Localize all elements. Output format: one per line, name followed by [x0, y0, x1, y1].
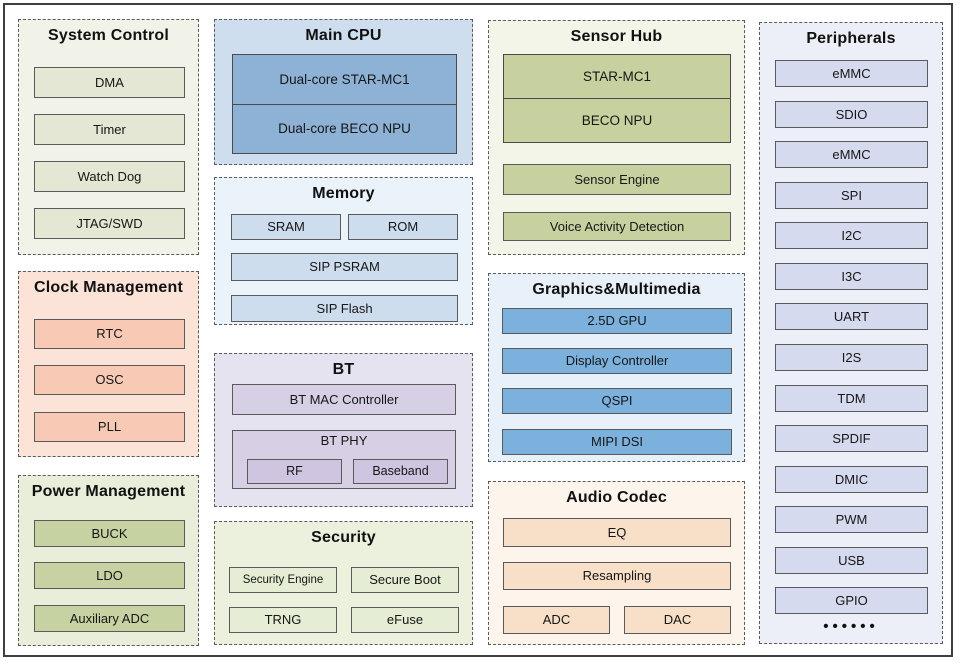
- block-sip-psram: SIP PSRAM: [231, 253, 458, 281]
- panel-system-control: System Control DMA Timer Watch Dog JTAG/…: [18, 19, 199, 255]
- block-i2c: I2C: [775, 222, 928, 249]
- peripherals-ellipsis: ••••••: [823, 618, 879, 635]
- panel-title-clock-management: Clock Management: [33, 279, 183, 296]
- block-watch-dog: Watch Dog: [34, 161, 185, 192]
- block-star-mc1: STAR-MC1: [504, 55, 730, 99]
- panel-security: Security Security Engine Secure Boot TRN…: [214, 521, 473, 645]
- panel-memory: Memory SRAM ROM SIP PSRAM SIP Flash: [214, 177, 473, 325]
- block-osc: OSC: [34, 365, 185, 395]
- block-spi: SPI: [775, 182, 928, 209]
- block-jtag-swd: JTAG/SWD: [34, 208, 185, 239]
- panel-power-management: Power Management BUCK LDO Auxiliary ADC: [18, 475, 199, 646]
- block-display-controller: Display Controller: [502, 348, 732, 374]
- panel-title-audio-codec: Audio Codec: [566, 489, 667, 506]
- block-bt-phy: BT PHY RF Baseband: [232, 430, 456, 489]
- block-efuse: eFuse: [351, 607, 459, 633]
- block-usb: USB: [775, 547, 928, 574]
- bt-phy-label: BT PHY: [320, 433, 368, 448]
- block-sdio: SDIO: [775, 101, 928, 128]
- block-dma: DMA: [34, 67, 185, 98]
- panel-main-cpu: Main CPU Dual-core STAR-MC1 Dual-core BE…: [214, 19, 473, 165]
- block-sensor-engine: Sensor Engine: [503, 164, 731, 195]
- block-eq: EQ: [503, 518, 731, 547]
- panel-sensor-hub: Sensor Hub STAR-MC1 BECO NPU Sensor Engi…: [488, 20, 745, 255]
- panel-title-security: Security: [311, 529, 376, 546]
- panel-clock-management: Clock Management RTC OSC PLL: [18, 271, 199, 457]
- panel-title-system-control: System Control: [47, 27, 170, 44]
- block-resampling: Resampling: [503, 562, 731, 590]
- block-dmic: DMIC: [775, 466, 928, 493]
- panel-title-graphics-multimedia: Graphics&Multimedia: [532, 281, 701, 298]
- block-dual-core-beco-npu: Dual-core BECO NPU: [278, 121, 411, 137]
- panel-title-bt: BT: [332, 361, 355, 378]
- block-auxiliary-adc: Auxiliary ADC: [34, 605, 185, 632]
- main-cpu-core-stack: Dual-core STAR-MC1 Dual-core BECO NPU: [232, 54, 457, 154]
- block-rtc: RTC: [34, 319, 185, 349]
- panel-graphics-multimedia: Graphics&Multimedia 2.5D GPU Display Con…: [488, 273, 745, 462]
- panel-title-main-cpu: Main CPU: [305, 27, 382, 44]
- block-ldo: LDO: [34, 562, 185, 589]
- panel-title-sensor-hub: Sensor Hub: [570, 28, 663, 45]
- block-tdm: TDM: [775, 385, 928, 412]
- block-bt-mac-controller: BT MAC Controller: [232, 384, 456, 415]
- block-dual-core-star-mc1: Dual-core STAR-MC1: [233, 55, 456, 105]
- block-uart: UART: [775, 303, 928, 330]
- block-sip-flash: SIP Flash: [231, 295, 458, 322]
- block-adc: ADC: [503, 606, 610, 634]
- block-qspi: QSPI: [502, 388, 732, 414]
- block-buck: BUCK: [34, 520, 185, 547]
- block-mipi-dsi: MIPI DSI: [502, 429, 732, 455]
- panel-peripherals: Peripherals eMMC SDIO eMMC SPI I2C I3C U…: [759, 22, 943, 644]
- block-i2s: I2S: [775, 344, 928, 371]
- block-gpio: GPIO: [775, 587, 928, 614]
- sensor-hub-core-stack: STAR-MC1 BECO NPU: [503, 54, 731, 143]
- block-trng: TRNG: [229, 607, 337, 633]
- block-secure-boot: Secure Boot: [351, 567, 459, 593]
- block-2-5d-gpu: 2.5D GPU: [502, 308, 732, 334]
- panel-title-memory: Memory: [312, 185, 375, 202]
- block-baseband: Baseband: [353, 459, 448, 484]
- block-pll: PLL: [34, 412, 185, 442]
- block-emmc-2: eMMC: [775, 141, 928, 168]
- block-voice-activity-detection: Voice Activity Detection: [503, 212, 731, 241]
- block-rom: ROM: [348, 214, 458, 240]
- panel-bt: BT BT MAC Controller BT PHY RF Baseband: [214, 353, 473, 507]
- block-dac: DAC: [624, 606, 731, 634]
- panel-audio-codec: Audio Codec EQ Resampling ADC DAC: [488, 481, 745, 645]
- block-i3c: I3C: [775, 263, 928, 290]
- block-spdif: SPDIF: [775, 425, 928, 452]
- panel-title-power-management: Power Management: [31, 483, 186, 500]
- block-beco-npu: BECO NPU: [581, 113, 653, 128]
- block-timer: Timer: [34, 114, 185, 145]
- block-sram: SRAM: [231, 214, 341, 240]
- block-emmc-1: eMMC: [775, 60, 928, 87]
- panel-title-peripherals: Peripherals: [806, 30, 896, 47]
- block-rf: RF: [247, 459, 342, 484]
- block-security-engine: Security Engine: [229, 567, 337, 593]
- block-pwm: PWM: [775, 506, 928, 533]
